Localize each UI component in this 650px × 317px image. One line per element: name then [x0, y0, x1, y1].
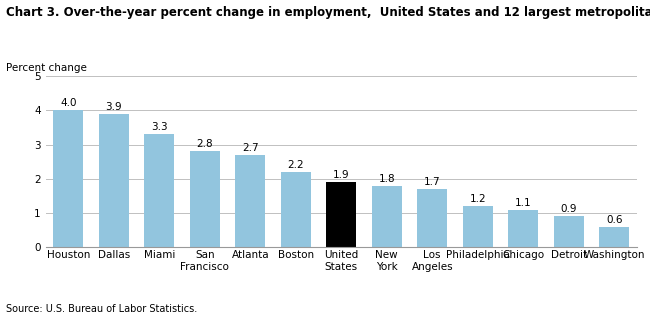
Text: 3.3: 3.3 [151, 122, 168, 132]
Text: 1.7: 1.7 [424, 177, 441, 187]
Bar [463, 206, 493, 247]
Text: 1.9: 1.9 [333, 170, 350, 180]
Text: Percent change: Percent change [6, 63, 87, 74]
Bar [508, 210, 538, 247]
Text: 1.2: 1.2 [469, 194, 486, 204]
Bar [599, 227, 629, 247]
Text: 1.8: 1.8 [378, 174, 395, 184]
Text: 2.7: 2.7 [242, 143, 259, 153]
Text: 4.0: 4.0 [60, 98, 77, 108]
Text: 1.1: 1.1 [515, 197, 532, 208]
Text: 0.9: 0.9 [560, 204, 577, 214]
Text: 0.6: 0.6 [606, 215, 623, 225]
Text: Chart 3. Over-the-year percent change in employment,  United States and 12 large: Chart 3. Over-the-year percent change in… [6, 6, 650, 19]
Text: 2.2: 2.2 [287, 160, 304, 170]
Bar [235, 155, 265, 247]
Bar [190, 152, 220, 247]
Text: 3.9: 3.9 [105, 102, 122, 112]
Bar [372, 186, 402, 247]
Bar [53, 110, 83, 247]
Bar [326, 182, 356, 247]
Bar [281, 172, 311, 247]
Bar [99, 114, 129, 247]
Bar [144, 134, 174, 247]
Bar [554, 217, 584, 247]
Text: 2.8: 2.8 [196, 139, 213, 149]
Text: Source: U.S. Bureau of Labor Statistics.: Source: U.S. Bureau of Labor Statistics. [6, 304, 198, 314]
Bar [417, 189, 447, 247]
